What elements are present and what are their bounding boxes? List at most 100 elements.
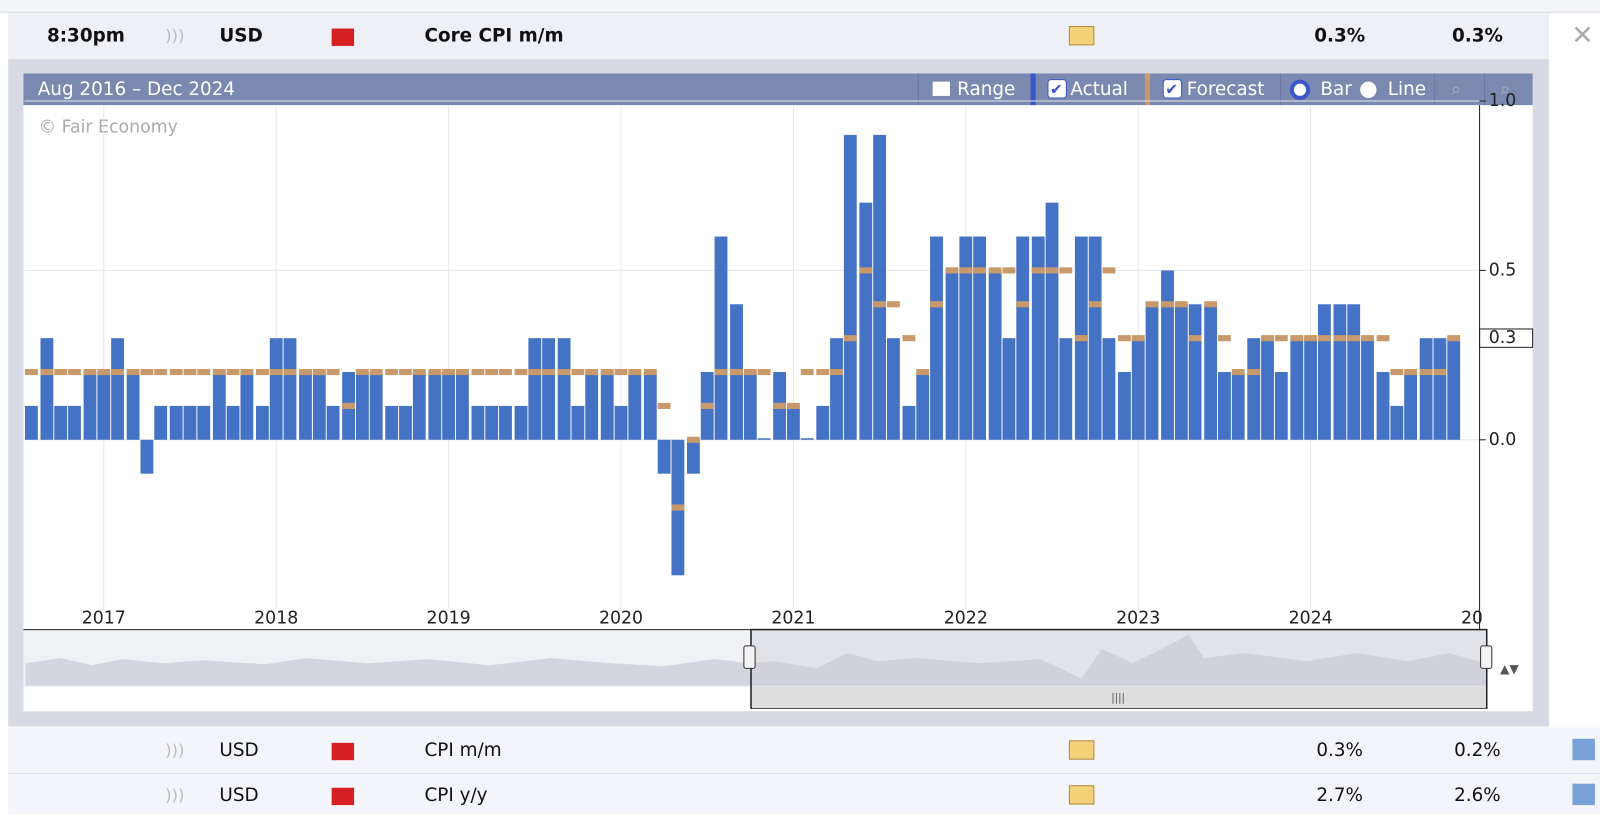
forecast-mark [485, 368, 499, 376]
event: Core CPI m/m [424, 26, 563, 47]
bar [571, 405, 585, 440]
bar [542, 338, 556, 440]
actual-checkbox[interactable] [1047, 79, 1067, 99]
forecast-mark [1419, 368, 1433, 376]
bar [514, 405, 528, 440]
time: 8:30pm [47, 26, 125, 47]
forecast-mark [916, 368, 930, 376]
forecast-mark [886, 301, 900, 308]
bar [1204, 304, 1218, 440]
row-bg [8, 13, 1549, 60]
bar [1247, 338, 1261, 440]
bar [1447, 338, 1461, 440]
date-range: Aug 2016 – Dec 2024 [38, 79, 235, 100]
bar [140, 439, 154, 474]
bar [816, 405, 830, 440]
bar [1145, 304, 1159, 440]
forecast-mark [1131, 335, 1145, 342]
forecast-mark [299, 368, 312, 376]
forecast-mark [1059, 267, 1073, 274]
bar [988, 270, 1002, 440]
bar [1347, 304, 1361, 440]
bar [154, 405, 168, 440]
forecast-mark [342, 402, 356, 409]
event: CPI y/y [424, 785, 487, 806]
impact-icon [331, 787, 355, 806]
zoom-out[interactable]: ⌕ [1500, 79, 1510, 100]
range-button[interactable]: Range [957, 79, 1015, 100]
detail-icon[interactable] [1068, 785, 1095, 805]
graph-icon[interactable] [1572, 783, 1595, 806]
bar [1231, 372, 1245, 440]
graph-icon[interactable] [1572, 738, 1595, 761]
zoom-in[interactable]: ⌕ [1451, 79, 1461, 100]
bar [471, 405, 485, 440]
bar [269, 338, 283, 440]
x-tick-label: 2025 [1461, 608, 1505, 628]
scroll-arrows[interactable]: ▲▼ [1500, 662, 1519, 676]
bar [528, 338, 542, 440]
bar [1317, 304, 1331, 440]
bar [126, 372, 140, 440]
range-icon[interactable] [932, 81, 950, 96]
forecast-mark [945, 267, 959, 274]
forecast-mark [269, 368, 283, 376]
line-radio[interactable] [1360, 81, 1377, 98]
handle-left[interactable] [743, 645, 756, 669]
previous: 0.2% [1454, 740, 1501, 761]
x-tick-label: 2017 [82, 608, 126, 628]
x-tick-label: 2019 [427, 608, 471, 628]
watermark: © Fair Economy [39, 118, 178, 138]
forecast-mark [800, 368, 814, 376]
forecast: 0.3% [1316, 740, 1363, 761]
y-tick-label: 1.0 [1489, 91, 1517, 111]
currency: USD [219, 26, 262, 47]
forecast: 2.7% [1316, 785, 1363, 806]
line-option[interactable]: Line [1388, 79, 1426, 100]
forecast-mark [97, 368, 111, 376]
bar [399, 405, 412, 440]
legend-forecast[interactable]: Forecast [1187, 79, 1265, 100]
forecast-mark [873, 301, 887, 308]
currency: USD [219, 785, 258, 806]
bar [973, 236, 987, 440]
bar-radio[interactable] [1289, 79, 1311, 100]
forecast-mark [1161, 301, 1174, 308]
check: ✔ [1050, 80, 1063, 98]
previous: 2.6% [1454, 785, 1501, 806]
forecast-mark [628, 368, 642, 376]
forecast-mark [126, 368, 140, 376]
forecast-mark [514, 368, 528, 376]
handle-right[interactable] [1480, 645, 1493, 669]
legend-actual[interactable]: Actual [1070, 79, 1128, 100]
bar [1045, 202, 1059, 440]
forecast-mark [1376, 335, 1390, 342]
forecast-mark [542, 368, 556, 376]
close-icon[interactable]: ✕ [1571, 20, 1593, 51]
forecast-mark [1447, 335, 1461, 342]
check: ✔ [1165, 80, 1178, 98]
forecast-mark [1304, 335, 1318, 342]
forecast-mark [528, 368, 542, 376]
forecast-checkbox[interactable] [1162, 79, 1183, 99]
bar [1261, 338, 1274, 440]
bar [1131, 338, 1145, 440]
bar [1274, 372, 1288, 440]
impact-icon [331, 28, 355, 46]
forecast-mark [1118, 335, 1131, 342]
forecast-mark [1074, 335, 1088, 342]
forecast-mark [730, 368, 743, 376]
detail-icon[interactable] [1068, 26, 1095, 46]
bar [657, 439, 671, 474]
forecast-mark [326, 368, 340, 376]
forecast-mark [154, 368, 168, 376]
actual-swatch [1030, 73, 1036, 106]
detail-icon[interactable] [1068, 740, 1095, 760]
scrollbar[interactable] [752, 686, 1486, 709]
forecast-mark [183, 368, 197, 376]
bar [902, 405, 916, 440]
forecast-mark [369, 368, 383, 376]
bar-option[interactable]: Bar [1320, 79, 1352, 100]
bar [1376, 372, 1390, 440]
forecast-mark [40, 368, 54, 376]
